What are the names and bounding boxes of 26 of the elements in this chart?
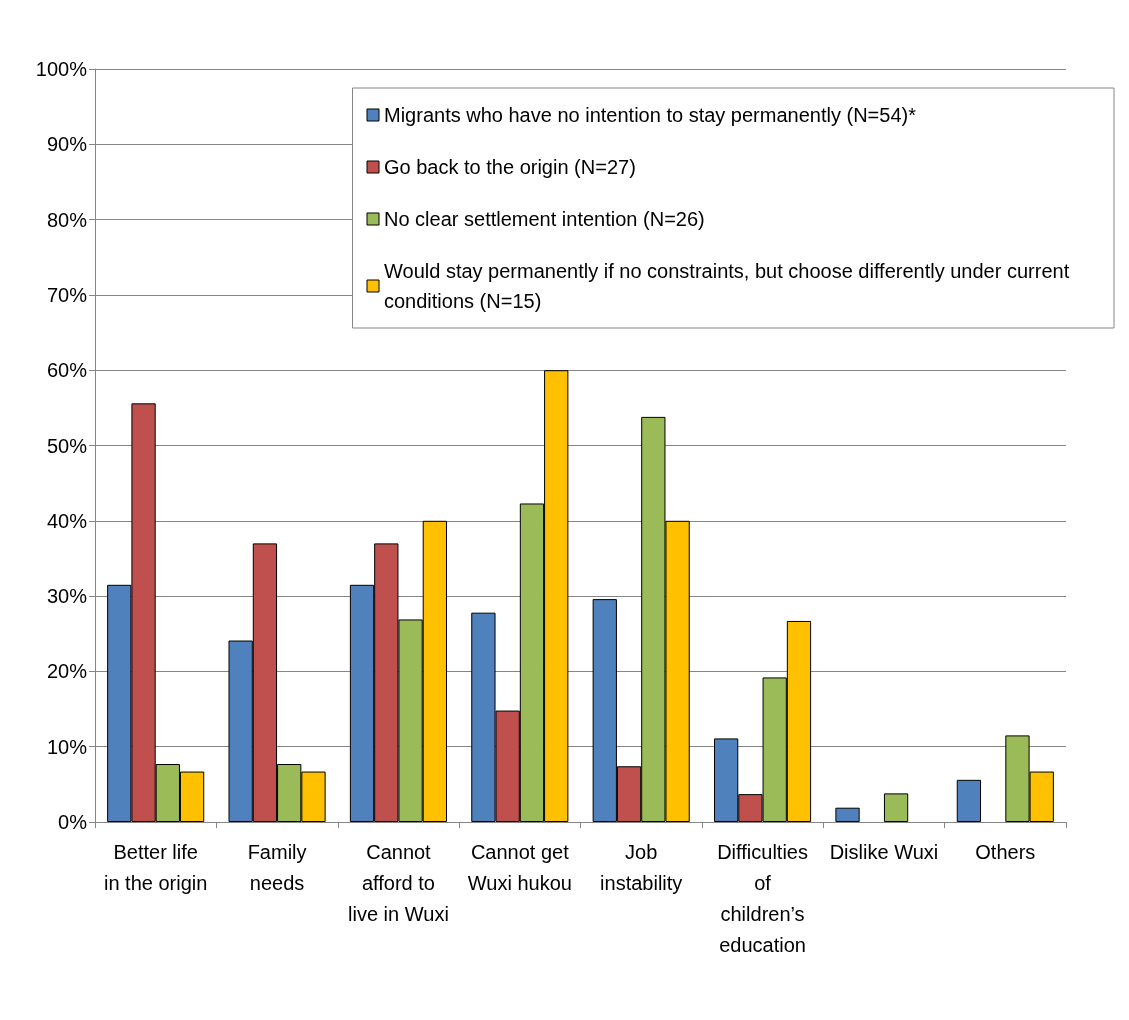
y-tick-label: 0% xyxy=(58,811,88,833)
y-tick-label: 80% xyxy=(46,208,88,231)
x-tick-label: Family needs xyxy=(247,840,307,894)
x-tick-label: Dislike Wuxi xyxy=(829,840,939,863)
x-tick-label: Job instability xyxy=(600,840,683,894)
y-tick-label: 20% xyxy=(46,660,88,683)
x-tick-label: Cannot afford to live in Wuxi xyxy=(348,840,449,925)
legend-label: Would stay permanently if no constraints, but choose differently under current conditions (N=15) xyxy=(384,260,1075,312)
y-tick-label: 40% xyxy=(46,509,88,532)
y-tick-label: 70% xyxy=(46,283,88,306)
bar xyxy=(835,807,860,822)
bar xyxy=(883,793,909,822)
bar xyxy=(956,779,982,822)
legend-label: No clear settlement intention (N=26) xyxy=(384,208,705,230)
y-tick-label: 90% xyxy=(46,133,88,156)
y-tick-label: 50% xyxy=(46,434,88,457)
legend-label: Go back to the origin (N=27) xyxy=(384,156,636,178)
y-tick-label: 100% xyxy=(35,58,88,80)
x-tick-label: Difficulties of children’s education xyxy=(717,840,808,956)
legend-label: Migrants who have no intention to stay permanently (N=54)* xyxy=(384,104,917,126)
y-tick-label: 30% xyxy=(46,585,88,608)
y-tick-label: 60% xyxy=(46,359,88,382)
y-tick-label: 10% xyxy=(46,735,88,758)
x-tick-label: Better life in the origin xyxy=(103,840,208,894)
x-tick-label: Others xyxy=(975,840,1036,863)
x-tick-label: Cannot get Wuxi hukou xyxy=(467,840,572,894)
